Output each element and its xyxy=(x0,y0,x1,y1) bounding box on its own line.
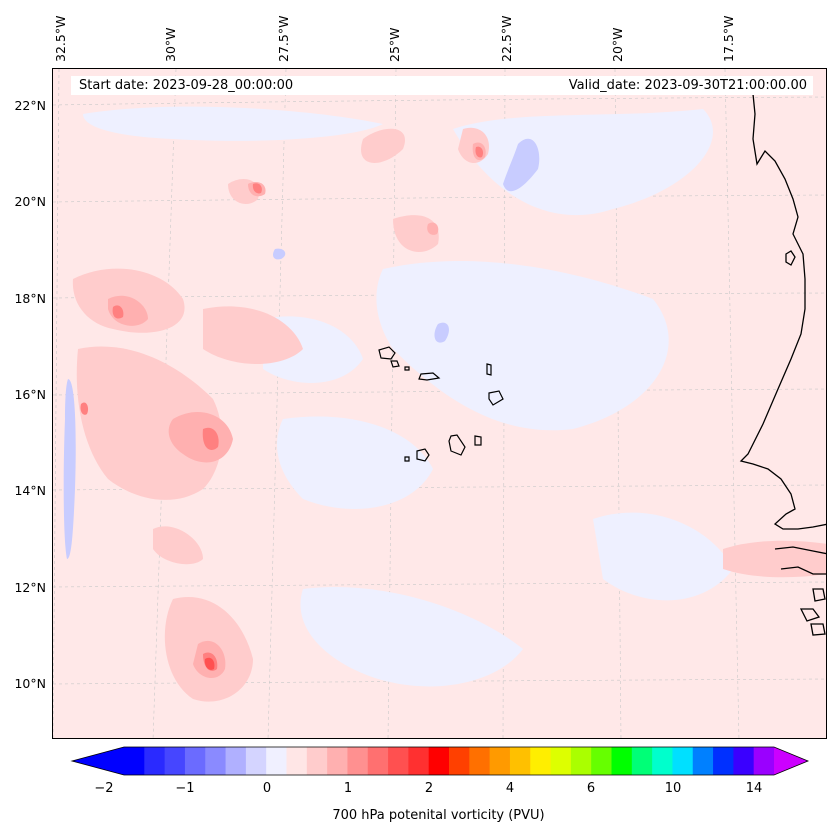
stronger-negative-pv-areas xyxy=(63,138,540,559)
lon-label: 27.5°W xyxy=(276,15,291,62)
colorbar-swatch xyxy=(306,747,328,775)
colorbar-swatch xyxy=(733,747,755,775)
colorbar-swatch xyxy=(631,747,653,775)
coastlines xyxy=(739,93,826,636)
colorbar-tick-label: 14 xyxy=(745,781,763,796)
colorbar-swatch xyxy=(124,747,145,775)
colorbar-swatch xyxy=(469,747,491,775)
colorbar-swatch xyxy=(672,747,694,775)
lat-label: 14°N xyxy=(14,483,46,498)
colorbar-swatch xyxy=(611,747,633,775)
colorbar-swatch xyxy=(347,747,369,775)
map-panel xyxy=(52,68,827,739)
colorbar-swatch xyxy=(530,747,552,775)
lat-label: 20°N xyxy=(14,194,46,209)
colorbar-swatch xyxy=(245,747,267,775)
valid-date-box: Valid_date: 2023-09-30T21:00:00.00 xyxy=(531,76,813,95)
colorbar-over-extension xyxy=(774,747,808,775)
colorbar-swatch xyxy=(428,747,450,775)
colorbar-swatch xyxy=(550,747,572,775)
colorbar-swatch xyxy=(449,747,470,775)
lon-label: 30°W xyxy=(163,27,178,62)
lon-label: 25°W xyxy=(387,27,402,62)
colorbar-swatch xyxy=(164,747,186,775)
colorbar-swatch xyxy=(266,747,287,775)
colorbar-swatch xyxy=(408,747,430,775)
colorbar-swatch xyxy=(591,747,612,775)
start-date-box: Start date: 2023-09-28_00:00:00 xyxy=(71,76,539,95)
colorbar-title: 700 hPa potenital vorticity (PVU) xyxy=(332,808,545,823)
lat-label: 22°N xyxy=(14,98,46,113)
colorbar-swatch xyxy=(388,747,409,775)
valid-date-text: Valid_date: 2023-09-30T21:00:00.00 xyxy=(568,78,807,93)
colorbar-tick-label: 10 xyxy=(664,781,682,796)
lat-label: 10°N xyxy=(14,676,46,691)
positive-pv-areas xyxy=(72,127,826,702)
colorbar-outline xyxy=(70,746,810,776)
colorbar-swatch xyxy=(753,747,775,775)
colorbar-swatch xyxy=(286,747,308,775)
colorbar-swatch xyxy=(184,747,206,775)
lon-label: 32.5°W xyxy=(53,15,68,62)
start-date-text: Start date: 2023-09-28_00:00:00 xyxy=(79,78,294,93)
colorbar-tick-label: −2 xyxy=(94,781,114,796)
colorbar-swatch xyxy=(652,747,673,775)
colorbar-tick-label: 2 xyxy=(424,781,434,796)
pv-field xyxy=(53,69,826,738)
lat-label: 16°N xyxy=(14,387,46,402)
colorbar-tick-label: 4 xyxy=(505,781,515,796)
lon-label: 17.5°W xyxy=(721,15,736,62)
colorbar-swatch xyxy=(570,747,592,775)
colorbar-tick-label: 0 xyxy=(262,781,272,796)
colorbar-swatch xyxy=(367,747,389,775)
lat-label: 18°N xyxy=(14,291,46,306)
colorbar-swatch xyxy=(205,747,227,775)
colorbar xyxy=(70,746,810,776)
colorbar-swatch xyxy=(144,747,166,775)
colorbar-under-extension xyxy=(72,747,124,775)
lat-label: 12°N xyxy=(14,580,46,595)
lon-label: 20°W xyxy=(610,27,625,62)
colorbar-tick-label: −1 xyxy=(175,781,195,796)
colorbar-swatch xyxy=(489,747,511,775)
colorbar-swatch xyxy=(327,747,348,775)
colorbar-swatch xyxy=(692,747,714,775)
negative-pv-areas xyxy=(83,106,733,687)
colorbar-tick-label: 1 xyxy=(343,781,353,796)
colorbar-swatch xyxy=(509,747,531,775)
islands xyxy=(378,346,504,462)
colorbar-swatch xyxy=(713,747,734,775)
colorbar-tick-label: 6 xyxy=(586,781,596,796)
lon-label: 22.5°W xyxy=(499,15,514,62)
colorbar-swatch xyxy=(225,747,247,775)
